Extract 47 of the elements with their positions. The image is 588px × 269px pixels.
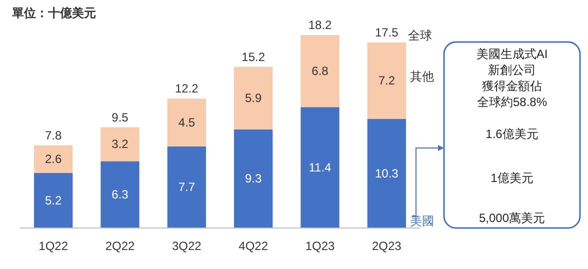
bar <box>367 118 406 228</box>
data-label: 5.2 <box>44 193 62 208</box>
total-label: 15.2 <box>242 50 266 64</box>
text: 美國生成式AI <box>476 47 548 61</box>
text: 全球約58.8% <box>476 95 548 109</box>
x-tick-label: 1Q22 <box>38 239 68 253</box>
data-label: 6.8 <box>312 64 329 78</box>
x-tick-label: 1Q23 <box>305 239 335 253</box>
total-label: 18.2 <box>308 18 332 32</box>
text: 獲得金額佔 <box>482 79 542 93</box>
series-label: 美國 <box>410 214 434 228</box>
bar <box>34 145 73 173</box>
data-label: 3.2 <box>112 137 129 152</box>
data-label: 4.5 <box>178 115 196 130</box>
bar <box>234 129 273 228</box>
data-label: 11.4 <box>308 160 332 175</box>
text: 1億美元 <box>490 171 534 185</box>
bar <box>367 42 406 119</box>
series-label: 其他 <box>410 70 434 84</box>
data-label: 6.3 <box>112 188 129 202</box>
total-label: 7.8 <box>44 128 62 142</box>
bar <box>100 127 140 162</box>
x-tick-label: 2Q23 <box>372 239 402 253</box>
bar <box>300 35 340 108</box>
data-label: 2.6 <box>44 152 62 166</box>
bar <box>167 98 206 146</box>
total-label: 12.2 <box>174 82 199 96</box>
chart-subtitle: 單位：十億美元 <box>11 6 96 20</box>
text: 5,000萬美元 <box>478 211 546 225</box>
bar <box>167 146 206 228</box>
data-label: 9.3 <box>244 172 262 186</box>
data-label: 5.9 <box>244 91 262 106</box>
data-label: 10.3 <box>374 166 399 180</box>
annotation: 全球 <box>408 28 432 42</box>
total-label: 9.5 <box>112 110 129 124</box>
x-tick-label: 3Q22 <box>172 239 202 253</box>
x-tick-label: 2Q22 <box>105 239 135 253</box>
text: 1.6億美元 <box>486 127 538 141</box>
bar <box>234 66 273 130</box>
text: 新創公司 <box>488 63 536 77</box>
bar <box>34 172 73 228</box>
bar <box>300 107 340 228</box>
data-label: 7.7 <box>178 180 196 194</box>
bar <box>100 161 140 228</box>
x-tick-label: 4Q22 <box>238 239 268 253</box>
total-label: 17.5 <box>374 25 399 40</box>
data-label: 7.2 <box>378 74 396 88</box>
